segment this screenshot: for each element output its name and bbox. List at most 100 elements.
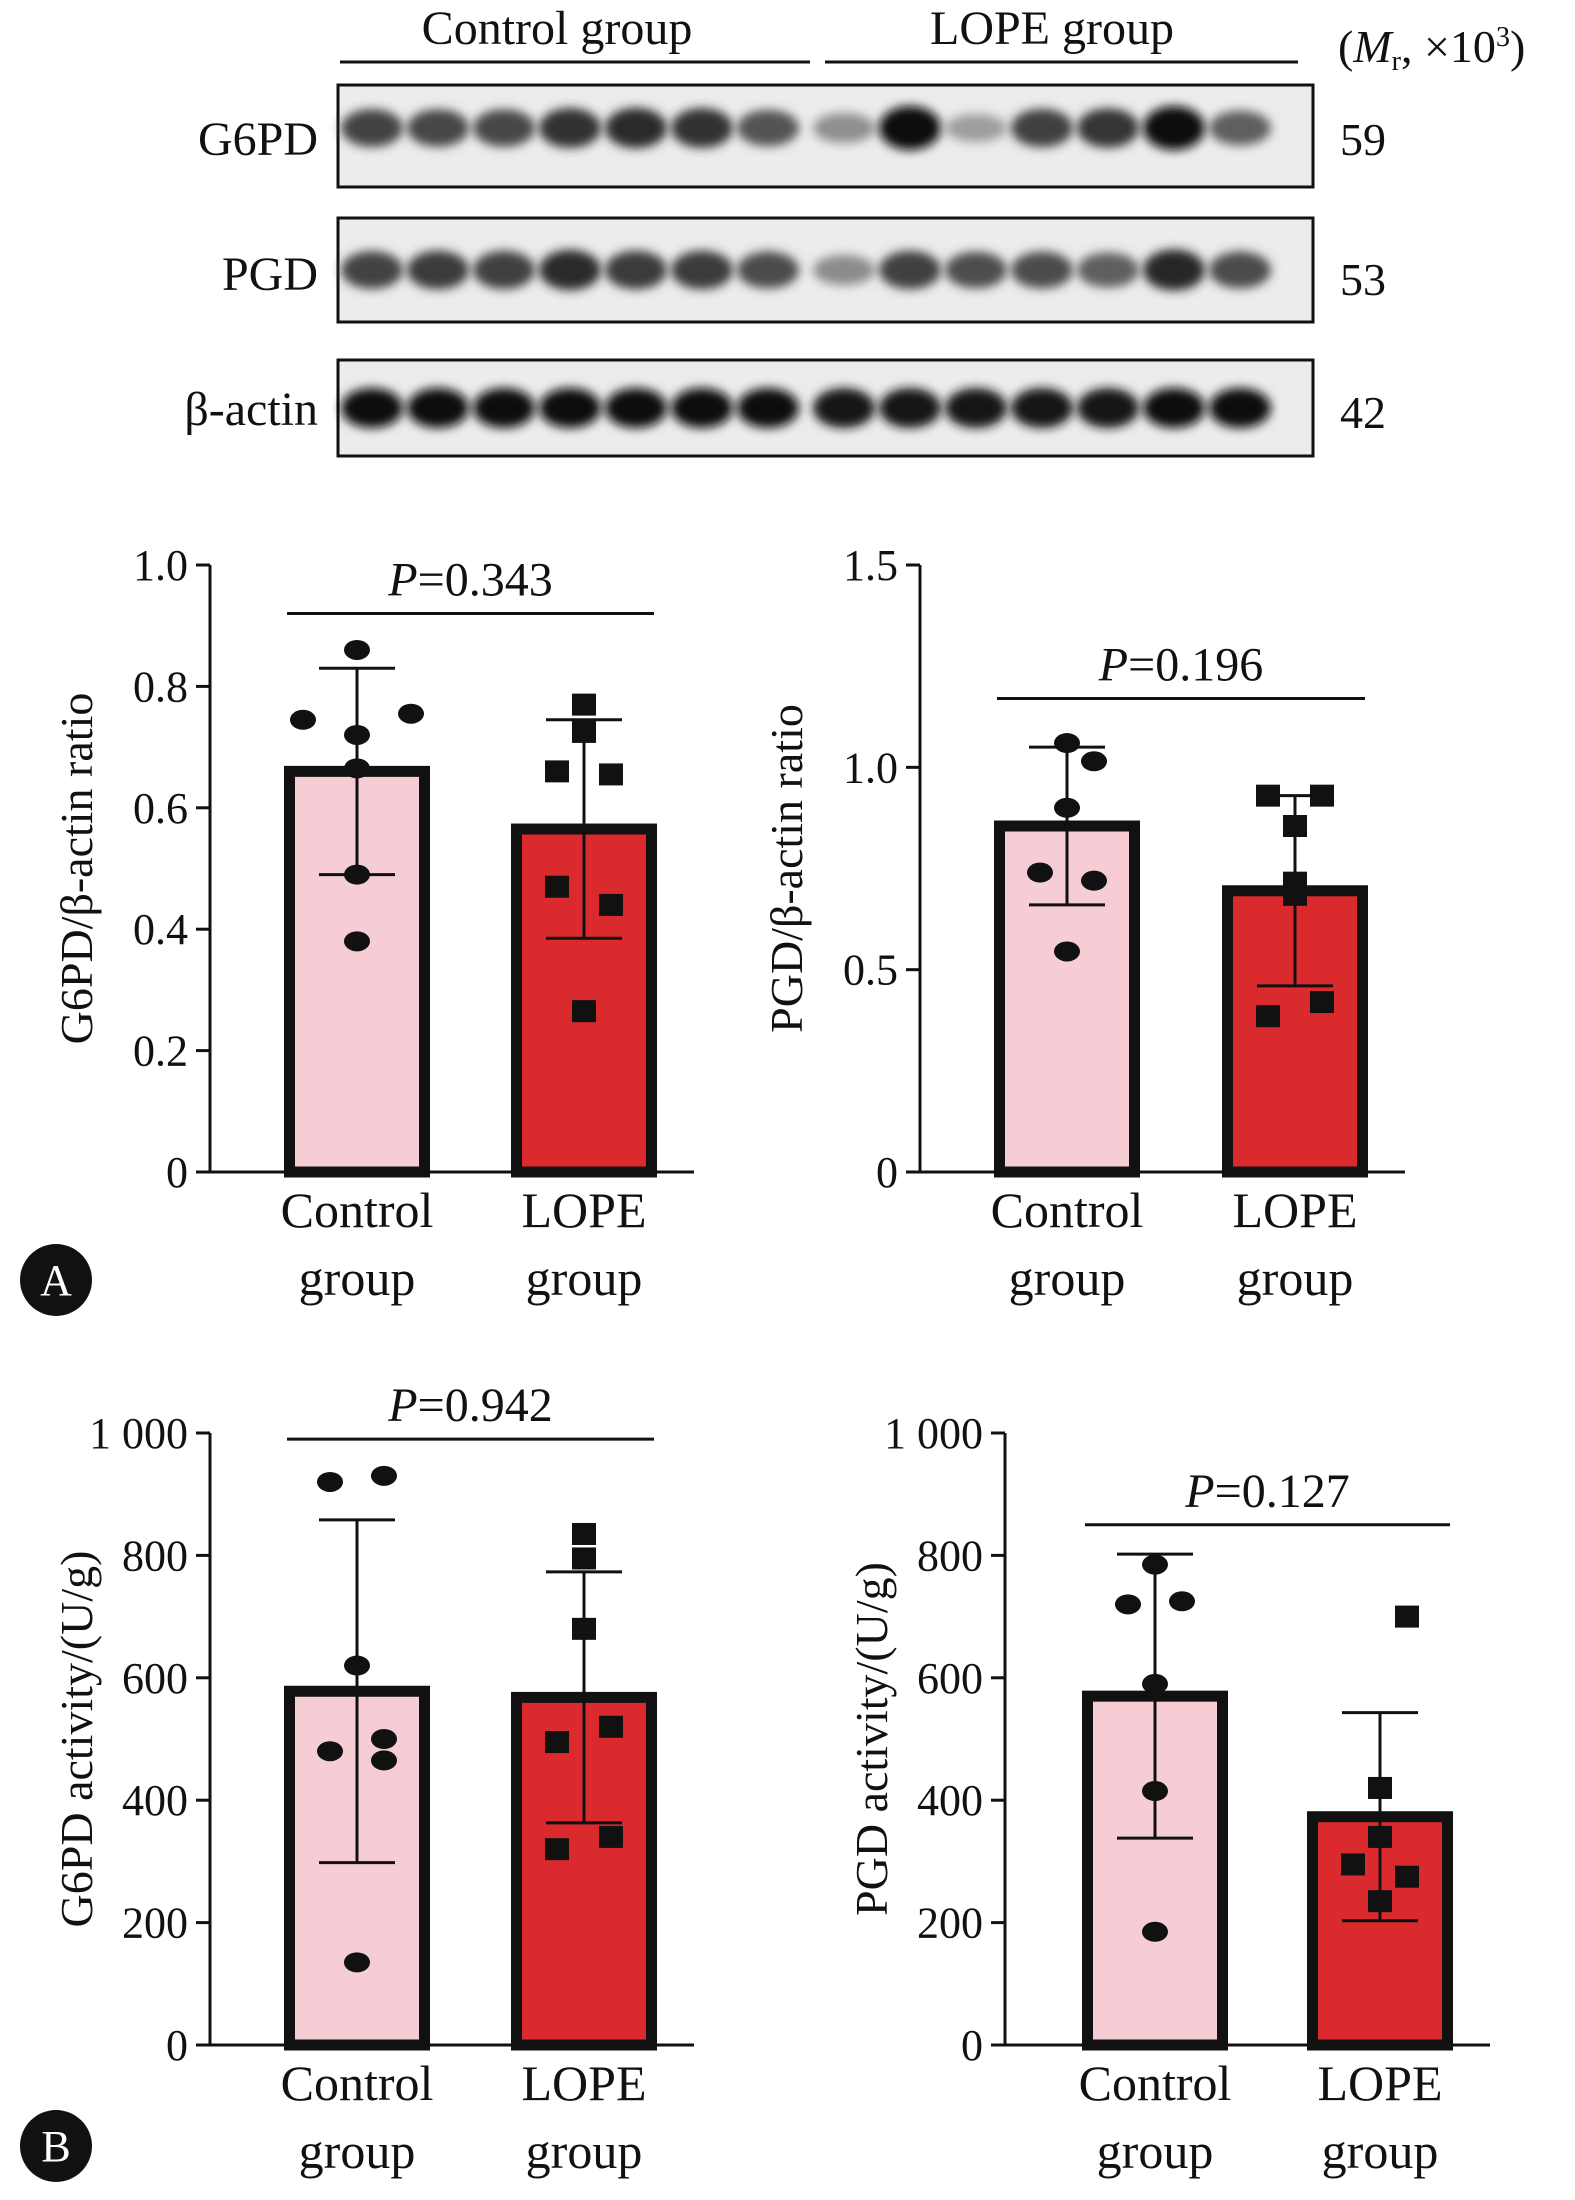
blot-band bbox=[407, 250, 469, 290]
x-category-label: group bbox=[1009, 1250, 1126, 1306]
blot-band bbox=[1011, 108, 1073, 148]
y-tick-label: 0.5 bbox=[843, 946, 898, 995]
p-value-label: P=0.196 bbox=[1098, 639, 1263, 692]
mw-header: (Mr, ×103) bbox=[1338, 21, 1525, 77]
y-tick-label: 0 bbox=[166, 1148, 188, 1197]
data-point-lope bbox=[572, 693, 596, 716]
blot-band bbox=[605, 250, 667, 290]
x-category-label: LOPE bbox=[1318, 2055, 1443, 2111]
data-point-lope bbox=[1283, 815, 1307, 838]
blot-group-label-control: Control group bbox=[422, 2, 693, 55]
p-value-label: P=0.942 bbox=[387, 1379, 552, 1432]
data-point-lope bbox=[572, 1547, 596, 1570]
data-point-control bbox=[398, 703, 424, 724]
data-point-control bbox=[1054, 797, 1080, 818]
data-point-control bbox=[1142, 1673, 1168, 1694]
y-tick-label: 1 000 bbox=[884, 1409, 983, 1458]
blot-band bbox=[671, 250, 733, 290]
y-tick-label: 1 000 bbox=[89, 1409, 188, 1458]
chart-g6pd-ratio: 0 0.2 0.4 0.6 0.8 1.0 G6PD/β-actin ratio P=0.34… bbox=[51, 541, 694, 1306]
blot-row-label-g6pd: G6PD bbox=[198, 113, 318, 166]
chart-pgd-ratio: 0 0.5 1.0 1.5 PGD/β-actin ratio P=0.196 Contro… bbox=[761, 541, 1405, 1306]
data-point-lope bbox=[1256, 784, 1280, 807]
blot-band bbox=[407, 388, 469, 428]
y-tick-label: 0.6 bbox=[133, 784, 188, 833]
data-point-lope bbox=[1256, 1005, 1280, 1028]
blot-band bbox=[605, 107, 667, 149]
blot-mw-beta-actin: 42 bbox=[1340, 387, 1386, 438]
blot-band bbox=[879, 106, 941, 150]
x-category-label: LOPE bbox=[522, 2055, 647, 2111]
y-tick-label: 0.8 bbox=[133, 662, 188, 711]
y-tick-label: 200 bbox=[122, 1899, 188, 1948]
blot-band bbox=[1143, 388, 1205, 428]
blot-band bbox=[737, 109, 799, 147]
blot-band bbox=[671, 388, 733, 428]
data-point-lope bbox=[545, 1838, 569, 1861]
y-tick-label: 1.5 bbox=[843, 541, 898, 590]
blot-band bbox=[945, 388, 1007, 428]
blot-band bbox=[539, 388, 601, 428]
blot-band bbox=[473, 388, 535, 428]
data-point-lope bbox=[1368, 1776, 1392, 1799]
blot-band bbox=[539, 249, 601, 291]
svg-text:B: B bbox=[41, 2122, 70, 2171]
x-category-label: group bbox=[1322, 2123, 1439, 2179]
blot-band bbox=[473, 109, 535, 147]
data-point-lope bbox=[599, 1715, 623, 1738]
blot-band bbox=[945, 251, 1007, 289]
blot-band bbox=[737, 388, 799, 428]
data-point-control bbox=[1054, 733, 1080, 754]
blot-band bbox=[945, 113, 1007, 143]
blot-band bbox=[605, 388, 667, 428]
x-category-label: group bbox=[1097, 2123, 1214, 2179]
x-category-label: group bbox=[1237, 1250, 1354, 1306]
data-point-control bbox=[344, 931, 370, 952]
x-category-label: group bbox=[526, 2123, 643, 2179]
y-tick-label: 800 bbox=[917, 1531, 983, 1580]
blot-band bbox=[1077, 252, 1139, 288]
data-point-lope bbox=[545, 875, 569, 898]
chart-pgd-activity: 0 200 400 600 800 1 000 PGD activity/(U/g) P=0.… bbox=[846, 1409, 1490, 2179]
data-point-lope bbox=[572, 1000, 596, 1023]
blot-band bbox=[341, 251, 403, 289]
blot-band bbox=[879, 388, 941, 428]
blot-row-label-pgd: PGD bbox=[222, 248, 318, 301]
data-point-control bbox=[1142, 1554, 1168, 1575]
data-point-control bbox=[344, 724, 370, 745]
data-point-control bbox=[1142, 1921, 1168, 1942]
data-point-control bbox=[344, 864, 370, 885]
data-point-lope bbox=[1395, 1605, 1419, 1628]
blot-band bbox=[341, 388, 403, 428]
data-point-lope bbox=[1368, 1825, 1392, 1848]
x-category-label: group bbox=[299, 2123, 416, 2179]
blot-band bbox=[1011, 251, 1073, 289]
y-tick-label: 600 bbox=[917, 1654, 983, 1703]
x-category-label: group bbox=[299, 1250, 416, 1306]
data-point-lope bbox=[1310, 991, 1334, 1014]
blot-band bbox=[813, 388, 875, 428]
data-point-control bbox=[1054, 941, 1080, 962]
data-point-lope bbox=[572, 1522, 596, 1545]
blot-band bbox=[1077, 388, 1139, 428]
data-point-control bbox=[1169, 1591, 1195, 1612]
x-category-label: group bbox=[526, 1250, 643, 1306]
data-point-control bbox=[1142, 1781, 1168, 1802]
x-category-label: LOPE bbox=[522, 1182, 647, 1238]
data-point-lope bbox=[1395, 1865, 1419, 1888]
data-point-control bbox=[1081, 751, 1107, 772]
data-point-control bbox=[1027, 862, 1053, 883]
blot-band bbox=[1209, 251, 1271, 289]
data-point-lope bbox=[599, 893, 623, 916]
y-tick-label: 600 bbox=[122, 1654, 188, 1703]
y-tick-label: 0.4 bbox=[133, 905, 188, 954]
y-tick-label: 200 bbox=[917, 1899, 983, 1948]
x-category-label: Control bbox=[281, 1182, 434, 1238]
blot-band bbox=[1143, 106, 1205, 150]
y-axis-title: PGD/β-actin ratio bbox=[761, 704, 812, 1033]
data-point-control bbox=[371, 1750, 397, 1771]
data-point-control bbox=[317, 1741, 343, 1762]
blot-band bbox=[407, 109, 469, 147]
blot-panels bbox=[336, 83, 1315, 458]
